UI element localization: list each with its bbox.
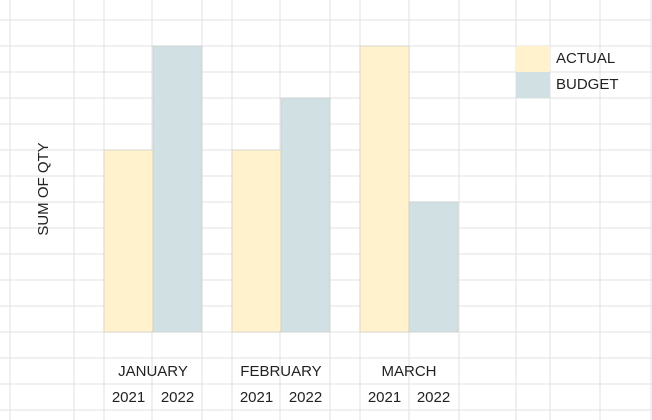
legend-swatch (516, 72, 550, 98)
x-sub-label: 2022 (417, 389, 450, 406)
legend-label: ACTUAL (556, 50, 615, 67)
bar (103, 149, 154, 333)
bar (359, 45, 410, 333)
x-sub-label: 2021 (240, 389, 273, 406)
bar (231, 149, 282, 333)
x-tick-label: JANUARY (118, 363, 188, 380)
legend-swatch (516, 46, 550, 72)
x-tick-label: FEBRUARY (240, 363, 321, 380)
bar (408, 201, 459, 333)
x-sub-label: 2022 (161, 389, 194, 406)
x-sub-label: 2021 (112, 389, 145, 406)
x-sub-label: 2021 (368, 389, 401, 406)
bar (280, 97, 331, 333)
bar (152, 45, 203, 333)
x-tick-label: MARCH (382, 363, 437, 380)
legend-label: BUDGET (556, 76, 619, 93)
x-sub-label: 2022 (289, 389, 322, 406)
y-axis-label: SUM OF QTY (35, 142, 52, 235)
